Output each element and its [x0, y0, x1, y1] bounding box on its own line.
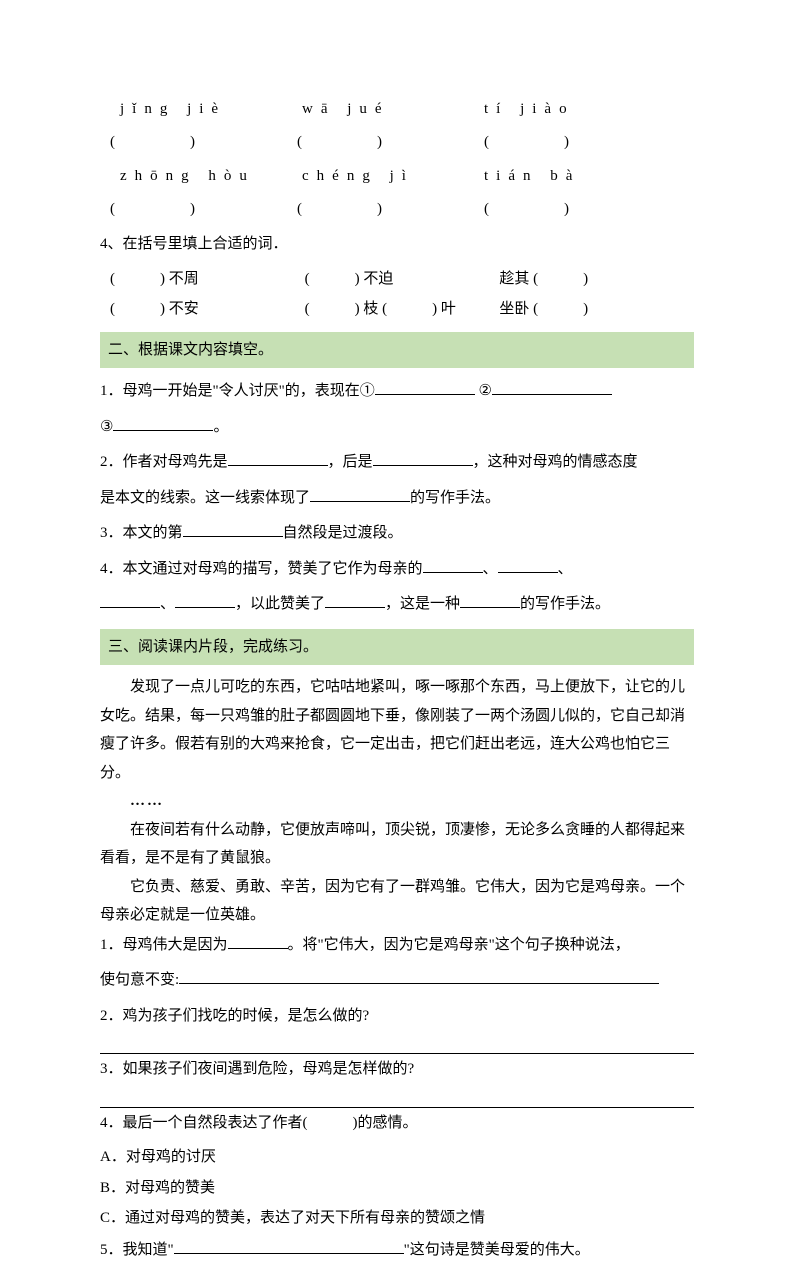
blank — [423, 555, 483, 573]
q4-row-2: ( ) 不安 ( ) 枝 ( ) 叶 坐卧 ( ) — [100, 295, 694, 324]
s3-q1: 1．母鸡伟大是因为 。将"它伟大，因为它是鸡母亲"这个句子换种说法， — [100, 930, 694, 962]
s2-q2: 2．作者对母鸡先是 ，后是 ，这种对母鸡的情感态度 — [100, 447, 694, 479]
s2-q3: 3．本文的第 自然段是过渡段。 — [100, 518, 694, 550]
text: 2．作者对母鸡先是 — [100, 454, 228, 470]
option-b: B．对母鸡的赞美 — [100, 1174, 694, 1203]
blank — [228, 448, 328, 466]
text: 使句意不变: — [100, 972, 179, 988]
q4-item: ( ) 枝 ( ) 叶 — [305, 295, 500, 324]
blank — [179, 966, 659, 984]
text: 、 — [160, 596, 175, 612]
s2-q1: 1．母鸡一开始是"令人讨厌"的，表现在① ② — [100, 376, 694, 408]
s2-q4: 4．本文通过对母鸡的描写，赞美了它作为母亲的 、 、 — [100, 554, 694, 586]
blank-paren: ( ) — [297, 195, 477, 224]
pinyin-text: zhōng hòu — [120, 162, 300, 191]
paren-row-1: ( ) ( ) ( ) — [100, 128, 694, 157]
blank-paren: ( ) — [297, 128, 477, 157]
passage-2: 在夜间若有什么动静，它便放声啼叫，顶尖锐，顶凄惨，无论多么贪睡的人都得起来看看，… — [100, 816, 694, 873]
section-2-header: 二、根据课文内容填空。 — [100, 332, 694, 369]
s3-q4: 4．最后一个自然段表达了作者( )的感情。 — [100, 1108, 694, 1140]
text: ，这是一种 — [385, 596, 460, 612]
blank — [174, 1236, 404, 1254]
blank — [100, 590, 160, 608]
text: 的写作手法。 — [410, 490, 500, 506]
q4-row-1: ( ) 不周 ( ) 不迫 趁其 ( ) — [100, 265, 694, 294]
blank — [373, 448, 473, 466]
blank — [325, 590, 385, 608]
ellipsis: …… — [100, 787, 694, 816]
text: 1．母鸡一开始是"令人讨厌"的，表现在① — [100, 383, 375, 399]
s2-q4-line2: 、 ，以此赞美了 ，这是一种 的写作手法。 — [100, 589, 694, 621]
text: 。将"它伟大，因为它是鸡母亲"这个句子换种说法， — [288, 937, 630, 953]
pinyin-row-2: zhōng hòu chéng jì tián bà — [100, 162, 694, 191]
q4-item: 趁其 ( ) — [499, 265, 694, 294]
blank-paren: ( ) — [484, 195, 664, 224]
text: ，后是 — [328, 454, 373, 470]
option-c: C．通过对母鸡的赞美，表达了对天下所有母亲的赞颂之情 — [100, 1204, 694, 1233]
pinyin-text: jǐng jiè — [120, 95, 300, 124]
passage-1: 发现了一点儿可吃的东西，它咕咕地紧叫，啄一啄那个东西，马上便放下，让它的儿女吃。… — [100, 673, 694, 787]
text: ，以此赞美了 — [235, 596, 325, 612]
text: 的写作手法。 — [520, 596, 610, 612]
q4-item: 坐卧 ( ) — [499, 295, 694, 324]
pinyin-text: wā jué — [302, 95, 482, 124]
text: 4．本文通过对母鸡的描写，赞美了它作为母亲的 — [100, 561, 423, 577]
text: 1．母鸡伟大是因为 — [100, 937, 228, 953]
answer-line — [100, 1090, 694, 1108]
option-a: A．对母鸡的讨厌 — [100, 1143, 694, 1172]
pinyin-row-1: jǐng jiè wā jué tí jiào — [100, 95, 694, 124]
s3-q1-line2: 使句意不变: — [100, 965, 694, 997]
text: 自然段是过渡段。 — [283, 525, 403, 541]
blank — [310, 484, 410, 502]
text: "这句诗是赞美母爱的伟大。 — [404, 1242, 590, 1258]
s2-q1-line2: ③。 — [100, 412, 694, 444]
s3-q5: 5．我知道" "这句诗是赞美母爱的伟大。 — [100, 1235, 694, 1266]
q4-item: ( ) 不迫 — [305, 265, 500, 294]
text: ，这种对母鸡的情感态度 — [473, 454, 638, 470]
pinyin-text: tián bà — [484, 162, 664, 191]
blank-paren: ( ) — [110, 128, 290, 157]
text: ② — [475, 383, 492, 399]
blank — [375, 377, 475, 395]
passage-3: 它负责、慈爱、勇敢、辛苦，因为它有了一群鸡雏。它伟大，因为它是鸡母亲。一个母亲必… — [100, 873, 694, 930]
paren-row-2: ( ) ( ) ( ) — [100, 195, 694, 224]
blank — [183, 519, 283, 537]
blank — [460, 590, 520, 608]
q4-item: ( ) 不安 — [110, 295, 305, 324]
blank — [175, 590, 235, 608]
pinyin-text: chéng jì — [302, 162, 482, 191]
section-3-header: 三、阅读课内片段，完成练习。 — [100, 629, 694, 666]
text: ③ — [100, 419, 113, 435]
blank — [113, 413, 213, 431]
text: 是本文的线索。这一线索体现了 — [100, 490, 310, 506]
text: 3．本文的第 — [100, 525, 183, 541]
blank — [492, 377, 612, 395]
blank — [228, 931, 288, 949]
s3-q3: 3．如果孩子们夜间遇到危险，母鸡是怎样做的? — [100, 1054, 694, 1086]
text: 、 — [558, 561, 573, 577]
blank — [498, 555, 558, 573]
q4-title: 4、在括号里填上合适的词． — [100, 229, 694, 261]
blank-paren: ( ) — [484, 128, 664, 157]
s3-q2: 2．鸡为孩子们找吃的时候，是怎么做的? — [100, 1001, 694, 1033]
text: 5．我知道" — [100, 1242, 174, 1258]
q4-item: ( ) 不周 — [110, 265, 305, 294]
pinyin-text: tí jiào — [484, 95, 664, 124]
text: 、 — [483, 561, 498, 577]
answer-line — [100, 1036, 694, 1054]
blank-paren: ( ) — [110, 195, 290, 224]
s2-q2-line2: 是本文的线索。这一线索体现了 的写作手法。 — [100, 483, 694, 515]
text: 。 — [213, 419, 228, 435]
